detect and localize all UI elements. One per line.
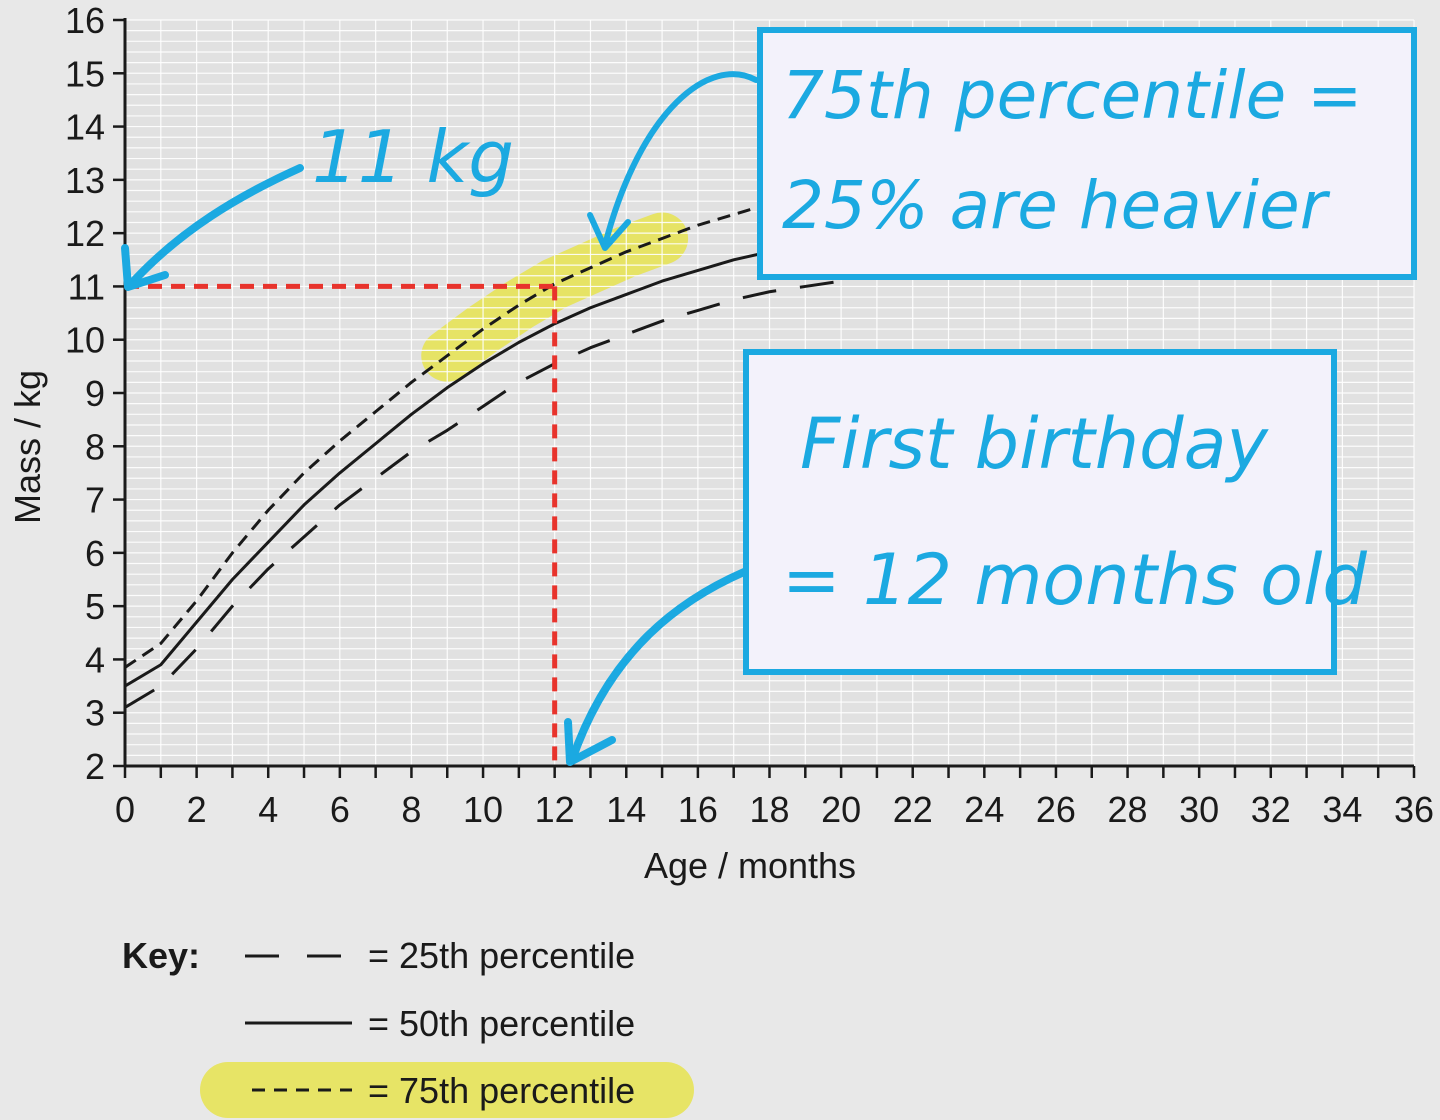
x-axis-title: Age / months [644, 845, 856, 886]
legend-title: Key: [122, 935, 200, 976]
series-line-75th [124, 202, 770, 669]
mass-arrow-icon [126, 164, 304, 289]
x-tick-label: 8 [401, 789, 421, 830]
y-tick-label: 16 [65, 0, 105, 41]
y-tick-label: 5 [85, 586, 105, 627]
y-tick-label: 12 [65, 213, 105, 254]
birthday-arrowhead-icon [564, 718, 616, 766]
x-tick-label: 34 [1322, 789, 1362, 830]
x-tick-label: 30 [1179, 789, 1219, 830]
x-tick-label: 36 [1394, 789, 1434, 830]
series-line-25th [124, 279, 842, 709]
y-tick-label: 7 [85, 480, 105, 521]
mass-annotation: 11 kg [121, 115, 514, 291]
percentile-note-box [757, 27, 1417, 280]
birthday-note: First birthday = 12 months old [564, 349, 1367, 766]
y-tick-label: 15 [65, 53, 105, 94]
x-tick-label: 2 [187, 789, 207, 830]
x-tick-label: 22 [893, 789, 933, 830]
birthday-note-line2: = 12 months old [782, 539, 1367, 621]
percentile-note-line2: 25% are heavier [782, 167, 1331, 244]
legend-label-75th: = 75th percentile [368, 1070, 635, 1111]
birthday-arrow-icon [568, 568, 748, 764]
x-tick-label: 32 [1251, 789, 1291, 830]
y-tick-label: 6 [85, 533, 105, 574]
x-tick-label: 16 [678, 789, 718, 830]
y-tick-label: 3 [85, 693, 105, 734]
x-tick-label: 18 [749, 789, 789, 830]
x-tick-label: 20 [821, 789, 861, 830]
y-tick-label: 14 [65, 107, 105, 148]
y-tick-label: 11 [68, 266, 105, 307]
y-tick-label: 10 [65, 320, 105, 361]
legend-label-25th: = 25th percentile [368, 935, 635, 976]
x-tick-label: 12 [535, 789, 575, 830]
legend: Key: = 25th percentile = 50th percentile… [122, 935, 694, 1118]
y-tick-label: 8 [85, 426, 105, 467]
series-line-50th [124, 250, 770, 688]
x-tick-label: 4 [258, 789, 278, 830]
x-tick-label: 0 [115, 789, 135, 830]
x-tick-label: 14 [606, 789, 646, 830]
y-tick-label: 9 [85, 373, 105, 414]
legend-highlight [200, 1062, 694, 1118]
reference-lines [125, 283, 558, 766]
x-tick-label: 26 [1036, 789, 1076, 830]
percentile-arrow-icon [602, 71, 759, 248]
birthday-note-box [743, 349, 1337, 675]
x-tick-label: 28 [1108, 789, 1148, 830]
series-lines [124, 202, 842, 709]
percentile-arrowhead-icon [587, 212, 631, 251]
y-tick-label: 13 [65, 160, 105, 201]
percentile-note: 75th percentile = 25% are heavier [587, 27, 1417, 280]
y-tick-label: 4 [85, 639, 105, 680]
legend-label-50th: = 50th percentile [368, 1003, 635, 1044]
y-axis-title: Mass / kg [7, 370, 48, 524]
mass-note-text: 11 kg [312, 115, 514, 199]
birthday-note-line1: First birthday [800, 403, 1269, 485]
axes: 0 2 4 6 8 10 12 14 16 18 20 22 24 26 28 30 32 34 362345678… [65, 0, 1434, 830]
x-tick-label: 24 [964, 789, 1004, 830]
x-tick-label: 6 [330, 789, 350, 830]
mass-arrowhead-icon [121, 244, 169, 291]
percentile-note-line1: 75th percentile = [782, 57, 1362, 134]
x-tick-label: 10 [463, 789, 503, 830]
y-tick-label: 2 [85, 746, 105, 787]
